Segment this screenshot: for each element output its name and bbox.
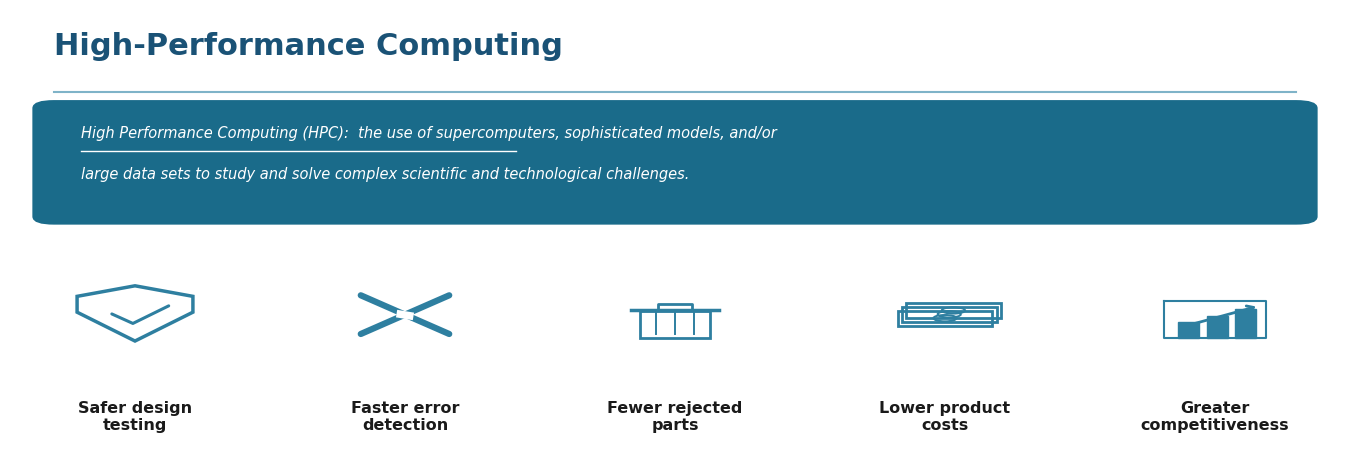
FancyBboxPatch shape — [1207, 316, 1227, 337]
Text: large data sets to study and solve complex scientific and technological challeng: large data sets to study and solve compl… — [81, 167, 690, 182]
Text: Fewer rejected
parts: Fewer rejected parts — [608, 400, 742, 433]
FancyBboxPatch shape — [1179, 322, 1199, 337]
FancyBboxPatch shape — [34, 101, 1316, 223]
Text: Lower product
costs: Lower product costs — [879, 400, 1011, 433]
Text: Greater
competitiveness: Greater competitiveness — [1141, 400, 1289, 433]
Text: High Performance Computing (HPC):  the use of supercomputers, sophisticated mode: High Performance Computing (HPC): the us… — [81, 126, 776, 141]
Text: Safer design
testing: Safer design testing — [78, 400, 192, 433]
Text: High-Performance Computing: High-Performance Computing — [54, 32, 563, 60]
Text: Faster error
detection: Faster error detection — [351, 400, 459, 433]
FancyBboxPatch shape — [1235, 308, 1256, 337]
